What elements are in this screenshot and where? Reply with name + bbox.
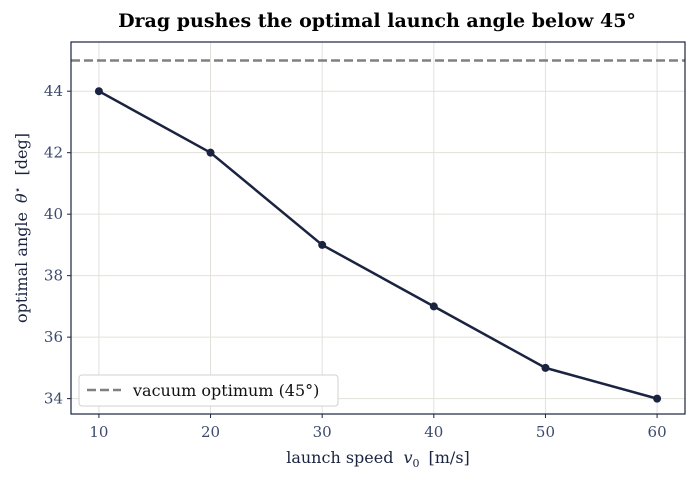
y-tick-label-42: 42 — [44, 144, 63, 162]
series-group — [94, 87, 662, 403]
legend-label: vacuum optimum (45°) — [132, 381, 319, 400]
x-tick-label-10: 10 — [89, 423, 108, 441]
y-tick-label-36: 36 — [44, 328, 63, 346]
x-axis-label: launch speed v0 [m/s] — [286, 448, 470, 470]
x-tick-label-60: 60 — [648, 423, 667, 441]
data-point-20 — [206, 148, 215, 157]
data-point-10 — [94, 87, 103, 96]
y-tick-label-44: 44 — [44, 82, 63, 100]
data-point-30 — [318, 240, 327, 249]
data-point-50 — [541, 363, 550, 372]
chart-title: Drag pushes the optimal launch angle bel… — [118, 10, 636, 32]
y-tick-label-40: 40 — [44, 205, 63, 223]
data-point-60 — [653, 394, 662, 403]
data-point-40 — [429, 302, 438, 311]
series-line-0 — [98, 90, 658, 400]
y-tick-label-38: 38 — [44, 267, 63, 285]
x-tick-label-30: 30 — [313, 423, 332, 441]
plot-frame — [70, 41, 686, 415]
y-axis-label: optimal angleθ⋆[deg] — [11, 133, 31, 323]
y-tick-label-34: 34 — [44, 390, 63, 408]
x-tick-label-50: 50 — [536, 423, 555, 441]
legend: vacuum optimum (45°) — [78, 374, 339, 407]
x-axis-ticks: 10 20 30 40 50 60 — [89, 414, 667, 441]
grid — [71, 42, 685, 414]
y-axis-ticks: 34 36 38 40 42 44 — [44, 82, 71, 408]
x-tick-label-40: 40 — [424, 423, 443, 441]
legend-box — [78, 374, 339, 407]
x-tick-label-20: 20 — [201, 423, 220, 441]
